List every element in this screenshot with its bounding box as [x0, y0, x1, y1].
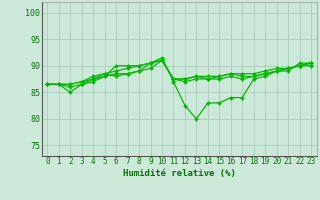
- X-axis label: Humidité relative (%): Humidité relative (%): [123, 169, 236, 178]
